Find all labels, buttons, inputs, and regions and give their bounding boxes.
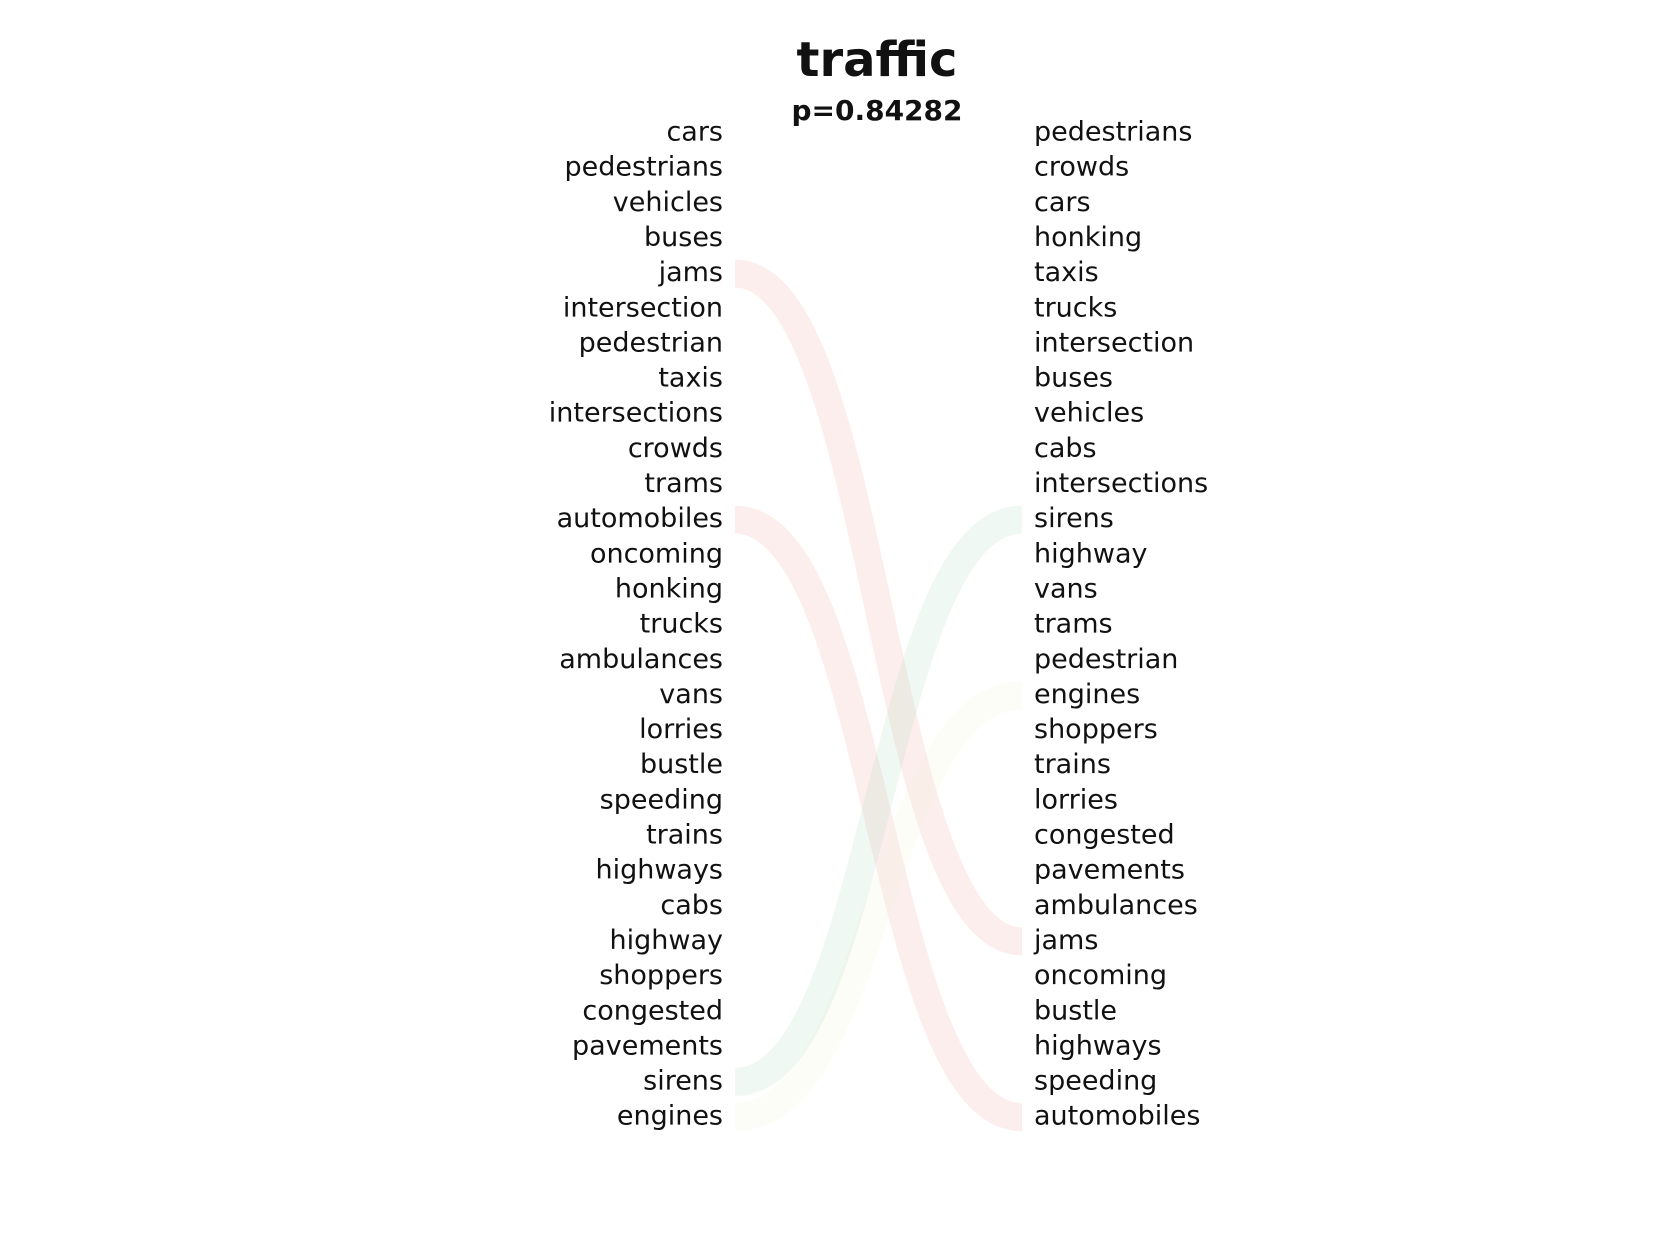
left-label-pavements: pavements xyxy=(572,1030,723,1061)
right-label-bustle: bustle xyxy=(1034,995,1117,1026)
chart-title: traffic xyxy=(796,32,958,88)
right-label-vehicles: vehicles xyxy=(1034,398,1144,429)
left-label-trucks: trucks xyxy=(640,609,723,640)
left-label-lorries: lorries xyxy=(639,714,723,745)
left-label-pedestrian: pedestrian xyxy=(579,327,723,358)
right-label-trains: trains xyxy=(1034,749,1111,780)
left-label-taxis: taxis xyxy=(658,363,723,394)
right-label-cars: cars xyxy=(1034,187,1091,218)
left-label-trams: trams xyxy=(644,468,723,499)
left-label-engines: engines xyxy=(617,1101,723,1132)
left-label-congested: congested xyxy=(582,995,723,1026)
left-label-honking: honking xyxy=(615,573,723,604)
right-label-trams: trams xyxy=(1034,609,1113,640)
left-label-bustle: bustle xyxy=(640,749,723,780)
right-label-congested: congested xyxy=(1034,820,1175,851)
right-label-trucks: trucks xyxy=(1034,292,1117,323)
left-label-vehicles: vehicles xyxy=(613,187,723,218)
left-label-automobiles: automobiles xyxy=(557,503,723,534)
left-label-cars: cars xyxy=(666,117,723,148)
link-jams xyxy=(733,259,1024,956)
right-label-engines: engines xyxy=(1034,679,1140,710)
right-label-sirens: sirens xyxy=(1034,503,1114,534)
right-label-intersections: intersections xyxy=(1034,468,1208,499)
link-automobiles xyxy=(733,505,1024,1132)
left-label-speeding: speeding xyxy=(600,784,723,815)
left-label-shoppers: shoppers xyxy=(599,960,723,991)
right-label-crowds: crowds xyxy=(1034,152,1129,183)
right-label-pavements: pavements xyxy=(1034,855,1185,886)
left-label-vans: vans xyxy=(659,679,723,710)
right-label-taxis: taxis xyxy=(1034,257,1099,288)
left-label-buses: buses xyxy=(644,222,723,253)
chart-subtitle: p=0.84282 xyxy=(791,94,963,127)
right-label-jams: jams xyxy=(1033,925,1098,956)
left-label-oncoming: oncoming xyxy=(590,538,723,569)
right-label-oncoming: oncoming xyxy=(1034,960,1167,991)
right-label-buses: buses xyxy=(1034,363,1113,394)
right-ranking-labels: pedestrians crowds cars honking taxis trucks i… xyxy=(1033,117,1208,1132)
right-label-cabs: cabs xyxy=(1034,433,1097,464)
link-layer xyxy=(733,259,1024,1132)
left-label-crowds: crowds xyxy=(628,433,723,464)
right-label-lorries: lorries xyxy=(1034,784,1118,815)
right-label-automobiles: automobiles xyxy=(1034,1101,1200,1132)
left-label-intersection: intersection xyxy=(563,292,723,323)
left-label-jams: jams xyxy=(658,257,723,288)
left-label-highways: highways xyxy=(595,855,723,886)
right-label-shoppers: shoppers xyxy=(1034,714,1158,745)
right-label-highways: highways xyxy=(1034,1030,1162,1061)
left-label-intersections: intersections xyxy=(549,398,723,429)
right-label-pedestrians: pedestrians xyxy=(1034,117,1192,148)
left-label-cabs: cabs xyxy=(660,890,723,921)
left-label-pedestrians: pedestrians xyxy=(565,152,723,183)
right-label-pedestrian: pedestrian xyxy=(1034,644,1178,675)
link-engines xyxy=(733,681,1024,1132)
right-label-ambulances: ambulances xyxy=(1034,890,1198,921)
right-label-highway: highway xyxy=(1034,538,1147,569)
left-ranking-labels: cars pedestrians vehicles buses jams intersec… xyxy=(549,117,723,1132)
right-label-intersection: intersection xyxy=(1034,327,1194,358)
left-label-ambulances: ambulances xyxy=(559,644,723,675)
left-label-sirens: sirens xyxy=(643,1066,723,1097)
left-label-trains: trains xyxy=(646,820,723,851)
right-label-speeding: speeding xyxy=(1034,1066,1157,1097)
left-label-highway: highway xyxy=(610,925,723,956)
link-sirens xyxy=(733,505,1024,1097)
right-label-honking: honking xyxy=(1034,222,1142,253)
right-label-vans: vans xyxy=(1034,573,1098,604)
